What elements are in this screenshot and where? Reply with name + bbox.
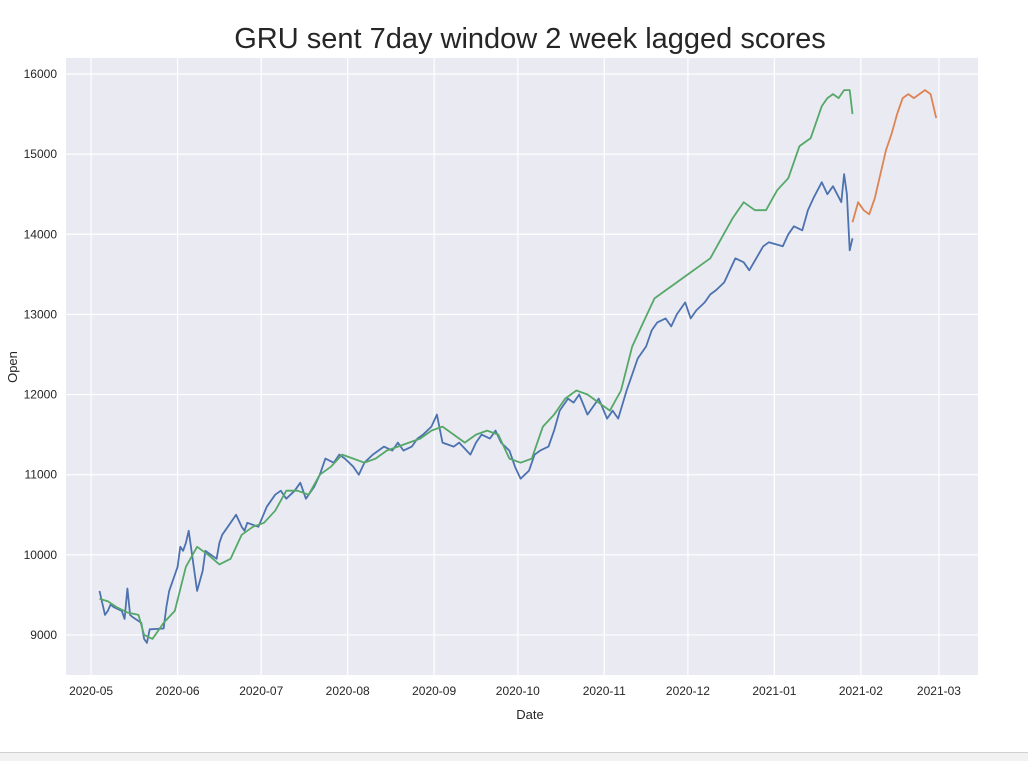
series-line-1 (98, 173, 854, 644)
x-tick-label: 2020-07 (239, 684, 283, 698)
x-axis-label: Date (516, 707, 543, 722)
series-line-2 (99, 89, 854, 640)
y-tick-label: 11000 (25, 468, 58, 482)
y-tick-label: 10000 (24, 548, 58, 562)
y-axis-ticks: 9000 10000 11000 12000 13000 14000 15000 16000 (24, 67, 58, 642)
x-tick-label: 2020-05 (69, 684, 113, 698)
x-tick-label: 2021-01 (752, 684, 796, 698)
window-bottom-bar (0, 752, 1028, 761)
series-line-3 (851, 89, 938, 223)
y-tick-label: 14000 (24, 227, 58, 241)
plot-area (66, 58, 978, 675)
series-layer (98, 89, 938, 644)
x-tick-label: 2020-08 (326, 684, 370, 698)
x-tick-label: 2021-03 (917, 684, 961, 698)
grid (66, 58, 978, 675)
y-axis-label: Open (5, 351, 20, 383)
x-tick-label: 2021-02 (839, 684, 883, 698)
x-tick-label: 2020-09 (412, 684, 456, 698)
y-tick-label: 13000 (24, 307, 58, 321)
y-tick-label: 15000 (24, 147, 58, 161)
y-tick-label: 9000 (30, 628, 57, 642)
x-tick-label: 2020-06 (156, 684, 200, 698)
x-tick-label: 2020-10 (496, 684, 540, 698)
chart-title: GRU sent 7day window 2 week lagged score… (234, 23, 826, 55)
x-tick-label: 2020-12 (666, 684, 710, 698)
x-axis-ticks: 2020-05 2020-06 2020-07 2020-08 2020-09 2020-… (69, 684, 961, 698)
y-tick-label: 16000 (24, 67, 58, 81)
x-tick-label: 2020-11 (583, 684, 626, 698)
y-tick-label: 12000 (24, 388, 58, 402)
